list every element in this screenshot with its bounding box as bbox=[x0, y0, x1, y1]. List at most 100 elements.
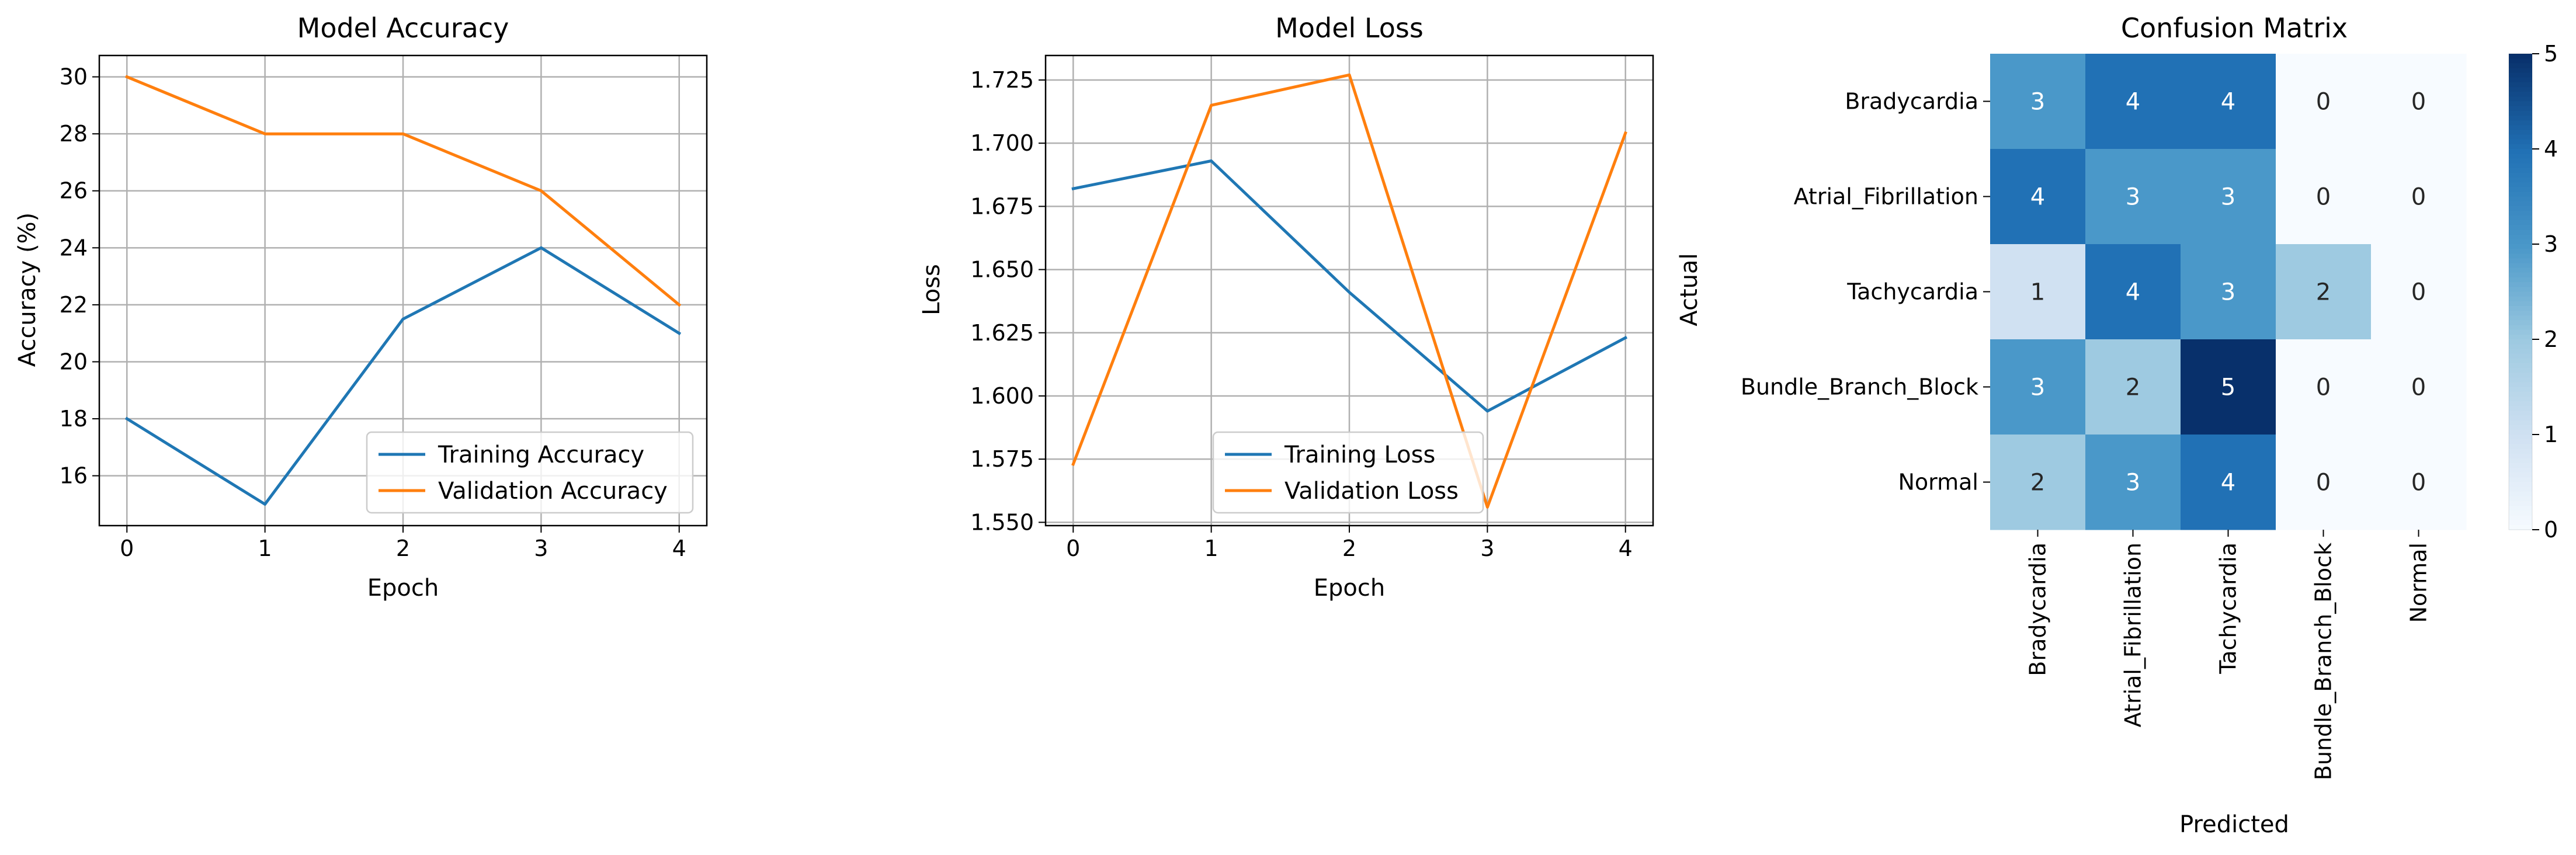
colorbar-segment bbox=[2509, 363, 2532, 369]
y-tick-label: 28 bbox=[60, 121, 88, 147]
chart-title: Model Loss bbox=[1275, 12, 1424, 44]
colorbar-segment bbox=[2509, 163, 2532, 169]
plot-frame bbox=[1044, 54, 1654, 527]
colorbar-tick-label: 1 bbox=[2544, 422, 2558, 447]
y-tick-label: 30 bbox=[60, 64, 88, 90]
row-label: Bundle_Branch_Block bbox=[1741, 374, 1978, 400]
colorbar-segment bbox=[2509, 296, 2532, 302]
colorbar-segment bbox=[2509, 225, 2532, 231]
x-tick-label: 3 bbox=[534, 536, 548, 561]
colorbar-segment bbox=[2509, 82, 2532, 88]
colorbar-segment bbox=[2509, 267, 2532, 273]
row-label: Normal bbox=[1898, 470, 1979, 495]
heatmap-cell bbox=[1990, 54, 2086, 150]
colorbar-segment bbox=[2509, 349, 2532, 354]
colorbar-segment bbox=[2509, 144, 2532, 150]
heatmap-cell-value: 0 bbox=[2411, 279, 2426, 306]
colorbar-segment bbox=[2509, 458, 2532, 464]
y-axis-label: Loss bbox=[918, 264, 945, 315]
legend-label: Validation Accuracy bbox=[438, 478, 668, 505]
heatmap-cell bbox=[2276, 149, 2372, 245]
colorbar-segment bbox=[2509, 449, 2532, 454]
series-line bbox=[124, 246, 682, 506]
heatmap-cell bbox=[2085, 435, 2181, 530]
heatmap-cell-value: 3 bbox=[2221, 184, 2235, 211]
confusion-matrix: Confusion Matrix Predicted Actual 3 4 4 0 0 4… bbox=[1676, 12, 2558, 838]
colorbar-segment bbox=[2509, 401, 2532, 406]
colorbar-segment bbox=[2509, 201, 2532, 207]
colorbar-segment bbox=[2509, 382, 2532, 388]
colorbar-tick-label: 2 bbox=[2544, 326, 2558, 352]
colorbar-segment bbox=[2509, 234, 2532, 240]
heatmap-cell-value: 3 bbox=[2126, 184, 2140, 211]
colorbar-segment bbox=[2509, 258, 2532, 264]
colorbar-segment bbox=[2509, 344, 2532, 349]
heatmap-cell bbox=[2276, 54, 2372, 150]
y-tick-label: 22 bbox=[60, 292, 88, 318]
column-label: Atrial_Fibrillation bbox=[2120, 543, 2146, 727]
colorbar-segment bbox=[2509, 96, 2532, 102]
y-tick-label: 26 bbox=[60, 178, 88, 204]
colorbar-segment bbox=[2509, 263, 2532, 269]
heatmap-cell-value: 0 bbox=[2411, 374, 2426, 401]
colorbar-segment bbox=[2509, 510, 2532, 516]
heatmap-cell-value: 4 bbox=[2126, 279, 2140, 306]
colorbar-segment bbox=[2509, 177, 2532, 183]
heatmap-cell-value: 4 bbox=[2030, 184, 2045, 211]
heatmap-cell-value: 4 bbox=[2221, 470, 2235, 496]
colorbar-segment bbox=[2509, 172, 2532, 178]
colorbar-segment bbox=[2509, 468, 2532, 473]
colorbar-segment bbox=[2509, 439, 2532, 444]
colorbar-segment bbox=[2509, 287, 2532, 293]
colorbar-segment bbox=[2509, 216, 2532, 221]
colorbar-segment bbox=[2509, 501, 2532, 506]
heatmap-cell bbox=[2371, 244, 2467, 340]
colorbar-segment bbox=[2509, 311, 2532, 316]
y-tick-label: 1.700 bbox=[970, 130, 1034, 156]
colorbar-segment bbox=[2509, 149, 2532, 154]
legend-box bbox=[366, 431, 694, 514]
legend-label: Training Loss bbox=[1284, 442, 1435, 468]
column-label: Bundle_Branch_Block bbox=[2311, 543, 2337, 780]
colorbar-segment bbox=[2509, 92, 2532, 97]
colorbar-segment bbox=[2509, 120, 2532, 126]
colorbar-segment bbox=[2509, 187, 2532, 192]
colorbar-segment bbox=[2509, 406, 2532, 411]
heatmap-cell-value: 0 bbox=[2411, 184, 2426, 211]
colorbar-segment bbox=[2509, 282, 2532, 287]
x-tick-label: 4 bbox=[672, 536, 686, 561]
colorbar-segment bbox=[2509, 411, 2532, 416]
colorbar-segment bbox=[2509, 272, 2532, 278]
colorbar-segment bbox=[2509, 182, 2532, 187]
heatmap-cell bbox=[2371, 149, 2467, 245]
colorbar-segment bbox=[2509, 115, 2532, 121]
colorbar-tick-label: 0 bbox=[2544, 517, 2558, 543]
heatmap-cell-value: 4 bbox=[2126, 89, 2140, 116]
colorbar-segment bbox=[2509, 515, 2532, 521]
colorbar-segment bbox=[2509, 106, 2532, 112]
heatmap-cell bbox=[2181, 149, 2276, 245]
colorbar-segment bbox=[2509, 334, 2532, 340]
y-tick-label: 1.600 bbox=[970, 383, 1034, 409]
colorbar-segment bbox=[2509, 429, 2532, 435]
colorbar-segment bbox=[2509, 486, 2532, 492]
colorbar-segment bbox=[2509, 320, 2532, 326]
colorbar-segment bbox=[2509, 110, 2532, 116]
heatmap-cell bbox=[2371, 54, 2467, 150]
series-line bbox=[125, 75, 682, 307]
heatmap-cell bbox=[2181, 54, 2276, 150]
heatmap-cell bbox=[1990, 435, 2086, 530]
colorbar-segment bbox=[2509, 253, 2532, 259]
heatmap-cell bbox=[2181, 244, 2276, 340]
colorbar-segment bbox=[2509, 291, 2532, 297]
colorbar-segment bbox=[2509, 158, 2532, 164]
heatmap-cell bbox=[2276, 435, 2372, 530]
colorbar-segment bbox=[2509, 63, 2532, 69]
heatmap-cell bbox=[2276, 244, 2372, 340]
heatmap-cell-value: 3 bbox=[2126, 470, 2140, 496]
colorbar-tick-label: 5 bbox=[2544, 41, 2558, 67]
colorbar-segment bbox=[2509, 524, 2532, 530]
colorbar-segment bbox=[2509, 358, 2532, 364]
x-tick-label: 0 bbox=[120, 536, 134, 561]
